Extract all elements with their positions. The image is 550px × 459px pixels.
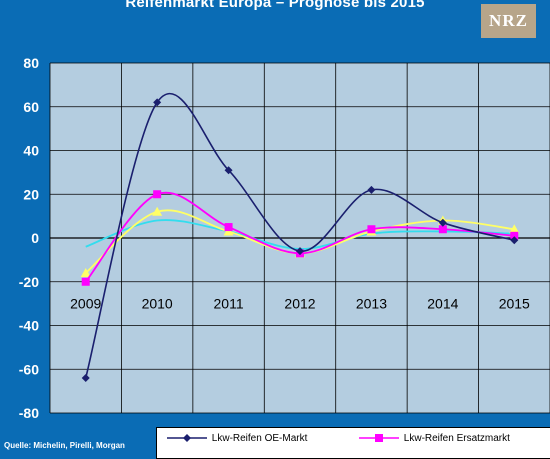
- data-point-diamond: [81, 374, 90, 382]
- x-tick-label: 2014: [427, 296, 458, 312]
- data-point-square: [367, 225, 376, 234]
- nrz-logo: NRZ: [481, 4, 536, 38]
- x-tick-label: 2010: [142, 296, 173, 312]
- y-tick-label: 0: [31, 230, 39, 246]
- y-tick-label: -60: [19, 361, 39, 377]
- y-tick-label: 40: [23, 143, 39, 159]
- y-tick-label: 80: [23, 55, 39, 71]
- x-tick-label: 2012: [284, 296, 315, 312]
- legend-entry-oe-markt: Lkw-Reifen OE-Markt: [165, 433, 307, 444]
- data-point-diamond: [438, 218, 447, 227]
- data-point-triangle: [80, 268, 91, 277]
- data-point-diamond: [367, 185, 376, 194]
- legend-oe-markt-swatch: [167, 434, 207, 443]
- y-tick-label: 60: [23, 99, 39, 115]
- y-tick-label: 20: [23, 186, 39, 202]
- series-line-0: [84, 92, 515, 379]
- x-tick-label: 2015: [499, 296, 530, 312]
- legend-oe-markt-label: Lkw-Reifen OE-Markt: [211, 433, 308, 444]
- x-tick-label: 2011: [214, 296, 244, 312]
- y-axis-ticks: -80 -60 -40 -20 0 20 40 60 80: [19, 55, 39, 421]
- data-point-triangle: [152, 206, 163, 216]
- data-point-square: [510, 231, 519, 240]
- y-tick-label: -20: [19, 274, 39, 290]
- y-tick-label: -80: [19, 405, 39, 421]
- source-note: Quelle: Michelin, Pirelli, Morgan: [4, 441, 125, 450]
- x-tick-label: 2009: [70, 296, 101, 312]
- data-point-square: [153, 190, 162, 199]
- legend-ersatzmarkt-swatch: [359, 434, 399, 443]
- chart-title: Reifenmarkt Europa – Prognose bis 2015: [125, 0, 425, 11]
- legend: Lkw-Reifen OE-Markt Lkw-Reifen Ersatzmar…: [156, 427, 550, 459]
- data-point-diamond: [510, 236, 519, 245]
- data-point-square: [438, 225, 447, 234]
- legend-ersatzmarkt-label: Lkw-Reifen Ersatzmarkt: [403, 433, 510, 444]
- legend-entry-ersatzmarkt: Lkw-Reifen Ersatzmarkt: [357, 433, 510, 444]
- series-layer: [80, 92, 520, 382]
- data-point-square: [224, 223, 233, 232]
- data-point-diamond: [296, 247, 304, 256]
- data-point-square: [81, 277, 90, 286]
- y-tick-label: -40: [19, 318, 39, 334]
- x-tick-label: 2013: [356, 296, 387, 312]
- data-point-diamond: [224, 166, 233, 175]
- data-point-triangle: [509, 224, 520, 234]
- grid-lines: [49, 62, 550, 414]
- x-axis-ticks: 2009 2010 2011 2012 2013 2014 2015: [70, 296, 530, 312]
- data-point-diamond: [153, 98, 162, 107]
